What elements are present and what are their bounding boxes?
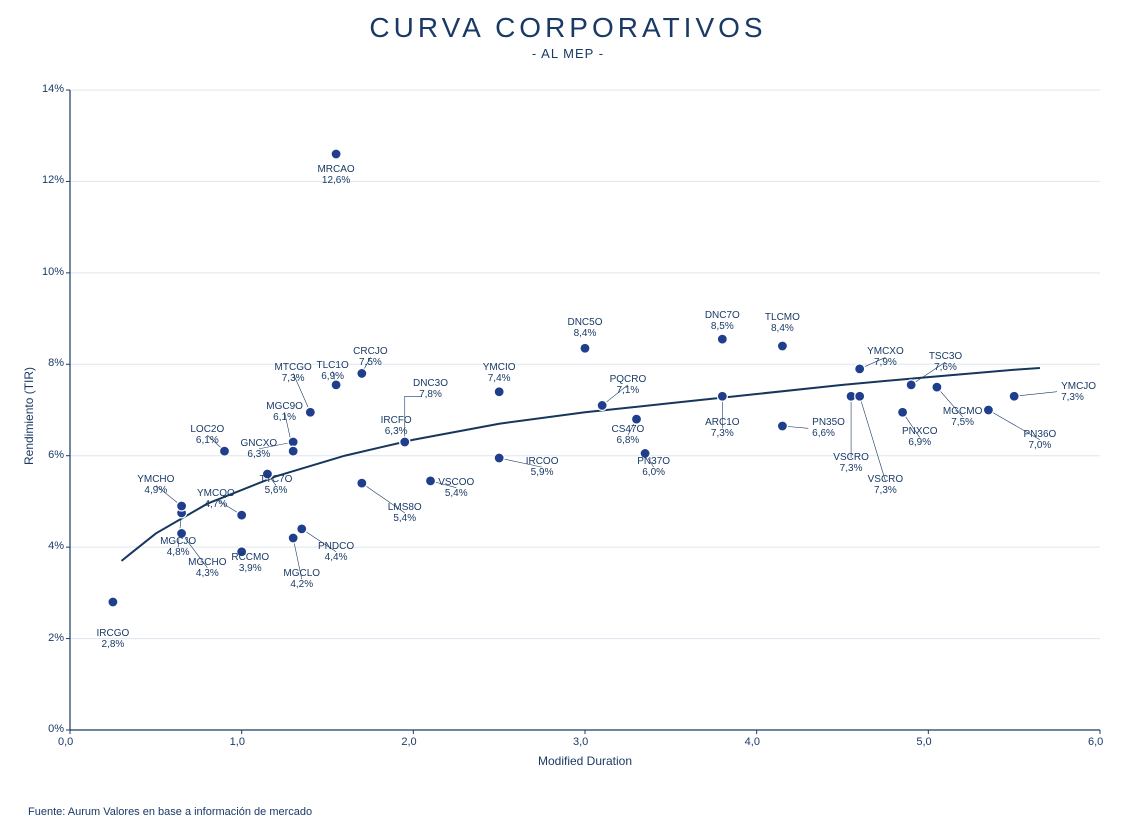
point-label: MGCJO4,8% [148,536,208,558]
point-label: TLCMO8,4% [752,312,812,334]
x-tick-label: 3,0 [573,736,588,748]
point-label: PQCRO7,1% [598,374,658,396]
point-label: CS47O6,8% [598,424,658,446]
x-tick-label: 6,0 [1088,736,1103,748]
point-label: MGCMO7,5% [933,406,993,428]
chart-footer: Fuente: Aurum Valores en base a informac… [28,806,312,818]
point-label: PN37O6,0% [624,456,684,478]
point-label: MRCAO12,6% [306,164,366,186]
point-label: VSCRO7,3% [821,452,881,474]
point-label: ARC1O7,3% [692,417,752,439]
y-tick-label: 8% [48,357,64,369]
point-label: CRCJO7,5% [340,346,400,368]
point-label: TTC7O5,6% [246,474,306,496]
chart-subtitle: - AL MEP - [0,46,1136,61]
x-tick-label: 4,0 [745,736,760,748]
point-label: PNDCO4,4% [306,541,366,563]
point-label: LMS8O5,4% [375,502,435,524]
point-label: DNC5O8,4% [555,317,615,339]
point-label: PN35O6,6% [812,417,845,439]
label-overlay: 0% 2% 4% 6% 8% 10% 12% 14% 0,0 1,0 2,0 3,0 4,0 5,0 6,0… [0,70,1136,790]
y-tick-label: 14% [42,83,64,95]
x-tick-label: 1,0 [230,736,245,748]
y-axis-label: Rendimiento (TIR) [22,367,36,465]
plot-area: 0% 2% 4% 6% 8% 10% 12% 14% 0,0 1,0 2,0 3,0 4,0 5,0 6,0… [0,70,1136,790]
y-tick-label: 4% [48,540,64,552]
point-label: VSCOO5,4% [426,477,486,499]
y-tick-label: 2% [48,632,64,644]
point-label: YMCQO4,7% [186,488,246,510]
point-label: IRCOO5,9% [512,456,572,478]
point-label: TSC3O7,6% [916,351,976,373]
y-tick-label: 10% [42,266,64,278]
point-label: YMCIO7,4% [469,362,529,384]
point-label: MGCLO4,2% [272,568,332,590]
point-label: IRCGO2,8% [83,628,143,650]
point-label: YMCXO7,9% [855,346,915,368]
chart-title: CURVA CORPORATIVOS [0,12,1136,44]
point-label: MGC9O6,1% [255,401,315,423]
point-label: GNCXO6,3% [229,438,289,460]
y-tick-label: 0% [48,723,64,735]
x-tick-label: 0,0 [58,736,73,748]
point-label: PNXCO6,9% [890,426,950,448]
y-tick-label: 12% [42,174,64,186]
point-label: VSCRO7,3% [855,474,915,496]
point-label: PN36O7,0% [1010,429,1070,451]
y-tick-label: 6% [48,449,64,461]
point-label: DNC3O7,8% [401,378,461,400]
x-tick-label: 5,0 [916,736,931,748]
x-axis-label: Modified Duration [525,754,645,768]
point-label: YMCHO4,9% [126,474,186,496]
point-label: IRCFO6,3% [366,415,426,437]
x-tick-label: 2,0 [401,736,416,748]
point-label: DNC7O8,5% [692,310,752,332]
point-label: YMCJO7,3% [1061,381,1096,403]
